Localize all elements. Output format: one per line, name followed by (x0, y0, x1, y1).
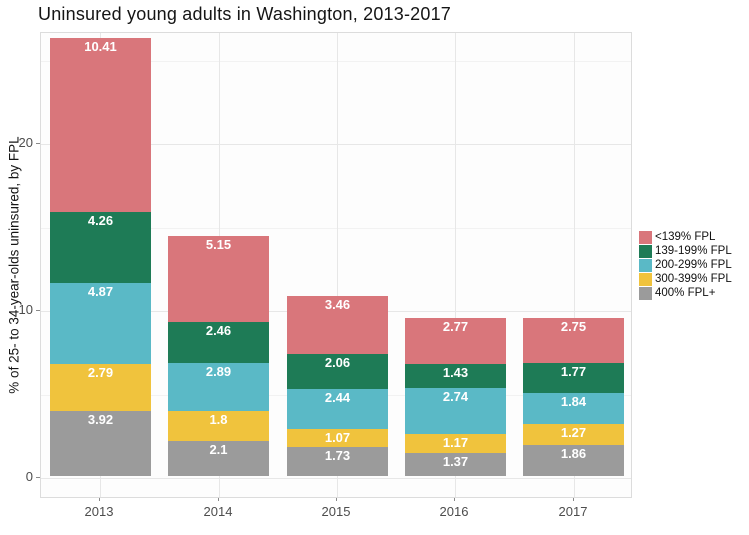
bar-segment: 1.86 (523, 444, 624, 476)
x-tick-label: 2017 (558, 504, 588, 519)
legend-swatch-icon (639, 245, 652, 258)
bar-value-label: 2.74 (442, 388, 469, 404)
legend-label: 300-399% FPL (655, 273, 732, 285)
chart-title: Uninsured young adults in Washington, 20… (38, 4, 452, 24)
bar-segment: 4.87 (50, 282, 151, 364)
y-tick-mark (36, 310, 40, 311)
y-tick-mark (36, 143, 40, 144)
x-tick-mark (336, 498, 337, 501)
legend-swatch-icon (639, 231, 652, 244)
x-tick-mark (573, 498, 574, 501)
bar-segment: 2.79 (50, 363, 151, 411)
y-axis-label: % of 25- to 34-year-olds uninsured, by F… (6, 136, 22, 394)
x-tick-mark (454, 498, 455, 501)
bar-value-label: 2.75 (560, 318, 587, 334)
bar-group-2016: 1.37 1.17 2.74 1.43 2.77 (405, 317, 506, 476)
legend-swatch-icon (639, 287, 652, 300)
bar-segment: 1.07 (287, 429, 388, 448)
legend-item: 200-299% FPL (639, 259, 732, 272)
bar-group-2014: 2.1 1.8 2.89 2.46 5.15 (168, 235, 269, 476)
bar-segment: 1.37 (405, 453, 506, 476)
legend-swatch-icon (639, 273, 652, 286)
bar-segment: 1.84 (523, 393, 624, 424)
bar-value-label: 1.84 (560, 394, 587, 410)
bar-segment: 4.26 (50, 211, 151, 283)
legend: <139% FPL 139-199% FPL 200-299% FPL 300-399… (639, 231, 732, 301)
bar-value-label: 2.79 (87, 364, 114, 380)
bar-value-label: 1.73 (324, 448, 351, 464)
legend-label: <139% FPL (655, 231, 716, 243)
gridline-minor (41, 227, 631, 229)
bar-value-label: 2.06 (324, 355, 351, 371)
bar-segment: 3.92 (50, 410, 151, 476)
bar-group-2013: 3.92 2.79 4.87 4.26 10.41 (50, 37, 151, 476)
legend-label: 200-299% FPL (655, 259, 732, 271)
gridline-vertical (574, 33, 575, 497)
bar-value-label: 2.89 (205, 363, 232, 379)
bar-segment: 5.15 (168, 235, 269, 322)
legend-swatch-icon (639, 259, 652, 272)
bar-value-label: 3.46 (324, 297, 351, 313)
gridline-major (41, 144, 631, 145)
bar-segment: 2.75 (523, 317, 624, 364)
legend-item: <139% FPL (639, 231, 732, 244)
bar-value-label: 5.15 (205, 236, 232, 252)
legend-item: 400% FPL+ (639, 287, 732, 300)
x-tick-mark (99, 498, 100, 501)
gridline-vertical (455, 33, 456, 497)
bar-value-label: 2.77 (442, 318, 469, 334)
y-tick-label: 10 (18, 302, 33, 317)
bar-segment: 1.8 (168, 410, 269, 441)
plot-panel: 3.92 2.79 4.87 4.26 10.41 2.1 1.8 2.89 2.46 5.15 1… (40, 32, 632, 498)
bar-segment: 3.46 (287, 296, 388, 355)
bar-value-label: 4.26 (87, 212, 114, 228)
bar-value-label: 2.46 (205, 322, 232, 338)
x-tick-label: 2013 (84, 504, 114, 519)
bar-value-label: 1.27 (560, 424, 587, 440)
legend-item: 139-199% FPL (639, 245, 732, 258)
bar-segment: 1.17 (405, 433, 506, 454)
bar-value-label: 10.41 (84, 38, 117, 54)
y-tick-mark (36, 477, 40, 478)
bar-segment: 2.06 (287, 354, 388, 389)
gridline-major (41, 478, 631, 479)
legend-label: 400% FPL+ (655, 287, 716, 299)
bar-segment: 2.77 (405, 317, 506, 364)
y-tick-label: 20 (18, 135, 33, 150)
bar-segment: 1.77 (523, 363, 624, 394)
bar-value-label: 2.1 (209, 441, 228, 457)
bar-value-label: 1.43 (442, 364, 469, 380)
bar-segment: 2.44 (287, 388, 388, 430)
bar-segment: 2.89 (168, 362, 269, 411)
gridline-vertical (337, 33, 338, 497)
x-tick-mark (218, 498, 219, 501)
bar-segment: 1.73 (287, 447, 388, 476)
bar-segment: 1.27 (523, 423, 624, 445)
x-tick-label: 2016 (439, 504, 469, 519)
bar-value-label: 2.44 (324, 389, 351, 405)
legend-label: 139-199% FPL (655, 245, 732, 257)
x-tick-label: 2014 (203, 504, 233, 519)
bar-value-label: 1.77 (560, 364, 587, 380)
bar-value-label: 1.86 (560, 445, 587, 461)
bar-segment: 10.41 (50, 37, 151, 212)
bar-segment: 2.74 (405, 387, 506, 434)
bar-value-label: 1.07 (324, 430, 351, 446)
bar-value-label: 1.8 (209, 411, 228, 427)
y-tick-label: 0 (25, 469, 33, 484)
x-tick-label: 2015 (321, 504, 351, 519)
bar-segment: 2.46 (168, 321, 269, 363)
bar-value-label: 1.17 (442, 434, 469, 450)
bar-value-label: 1.37 (442, 454, 469, 470)
bar-segment: 2.1 (168, 440, 269, 476)
bar-value-label: 3.92 (87, 411, 114, 427)
bar-segment: 1.43 (405, 363, 506, 388)
legend-item: 300-399% FPL (639, 273, 732, 286)
bar-group-2017: 1.86 1.27 1.84 1.77 2.75 (523, 317, 624, 476)
bar-value-label: 4.87 (87, 283, 114, 299)
gridline-minor (41, 60, 631, 62)
bar-group-2015: 1.73 1.07 2.44 2.06 3.46 (287, 296, 388, 476)
